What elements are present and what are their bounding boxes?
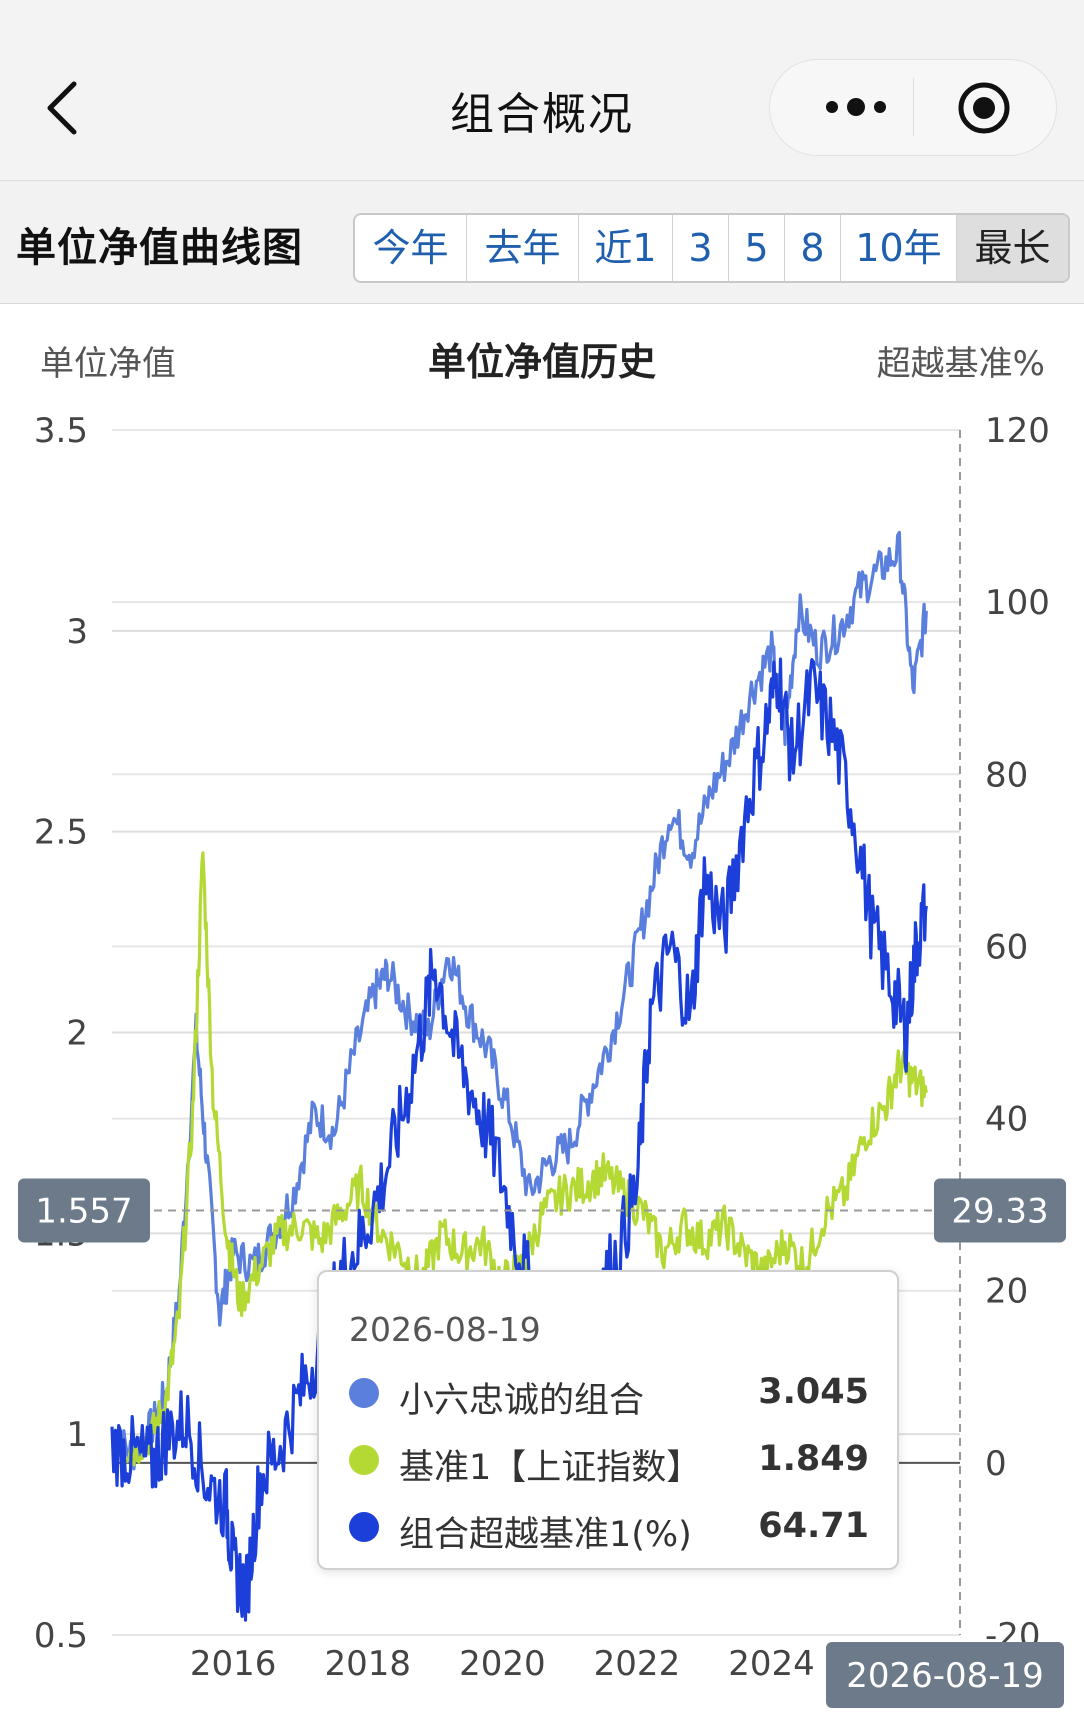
crosshair-y-label: 1.557	[35, 1191, 132, 1231]
range-1-year[interactable]: 近1	[579, 215, 673, 281]
tooltip-date: 2026-08-19	[349, 1310, 541, 1349]
back-icon[interactable]	[40, 78, 88, 138]
card-header: 单位净值曲线图 今年 去年 近1 3 5 8 10年 最长	[0, 181, 1084, 304]
series-dot-icon	[349, 1512, 379, 1542]
nav-bar: 组合概况	[0, 0, 1084, 180]
tooltip-series-name: 小六忠诚的组合	[399, 1381, 645, 1421]
page-title: 组合概况	[450, 89, 634, 140]
range-max[interactable]: 最长	[957, 215, 1068, 281]
tooltip-row-excess: 组合超越基准1(%) 64.71	[349, 1502, 869, 1555]
x-tick-label: 2024	[728, 1644, 815, 1684]
series-line-1	[111, 530, 928, 1471]
series-line-3	[110, 657, 928, 1622]
y2-axis-title: 超越基准%	[877, 344, 1045, 384]
close-target-icon[interactable]	[956, 80, 1012, 136]
range-5-year[interactable]: 5	[729, 215, 785, 281]
y2-tick-label: 60	[985, 927, 1028, 967]
x-tick-label: 2018	[324, 1644, 411, 1684]
x-tick-label: 2016	[190, 1644, 277, 1684]
tooltip-row-benchmark: 基准1【上证指数】 1.849	[349, 1435, 869, 1488]
crosshair-x-label: 2026-08-19	[846, 1656, 1044, 1696]
range-this-year[interactable]: 今年	[355, 215, 467, 281]
crosshair-x-label-bg	[826, 1642, 1064, 1708]
range-10-year[interactable]: 10年	[841, 215, 957, 281]
chart-tooltip: 2026-08-19 小六忠诚的组合 3.045 基准1【上证指数】 1.849…	[317, 1270, 899, 1570]
y-tick-label: 2.5	[34, 813, 88, 853]
crosshair-y2-label-bg	[934, 1178, 1066, 1243]
tooltip-series-value: 3.045	[758, 1372, 869, 1412]
nav-history-chart[interactable]: 单位净值单位净值历史超越基准%0.511.522.533.5-200204060…	[0, 180, 1084, 1720]
y-tick-label: 1	[66, 1415, 88, 1455]
y-axis-title: 单位净值	[40, 344, 176, 384]
series-dot-icon	[349, 1445, 379, 1475]
card-title: 单位净值曲线图	[16, 225, 303, 271]
range-last-year[interactable]: 去年	[467, 215, 579, 281]
crosshair-y2-label: 29.33	[951, 1191, 1048, 1231]
y2-tick-label: 80	[985, 755, 1028, 795]
y-tick-label: 3	[66, 612, 88, 652]
mini-program-capsule	[769, 59, 1057, 156]
y2-tick-label: 120	[985, 411, 1050, 451]
y-tick-label: 2	[66, 1014, 88, 1054]
y-tick-label: 0.5	[34, 1616, 88, 1656]
y2-tick-label: 0	[985, 1444, 1007, 1484]
range-selector: 今年 去年 近1 3 5 8 10年 最长	[353, 213, 1070, 283]
y2-tick-label: 40	[985, 1100, 1028, 1140]
x-tick-label: 2022	[594, 1644, 681, 1684]
y-tick-label: 3.5	[34, 411, 88, 451]
tooltip-row-portfolio: 小六忠诚的组合 3.045	[349, 1368, 869, 1421]
more-icon[interactable]	[800, 60, 910, 155]
tooltip-series-value: 1.849	[758, 1439, 869, 1479]
nav-chart-card: 单位净值曲线图 今年 去年 近1 3 5 8 10年 最长	[0, 180, 1084, 1721]
series-dot-icon	[349, 1378, 379, 1408]
range-3-year[interactable]: 3	[673, 215, 729, 281]
x-tick-label: 2020	[459, 1644, 546, 1684]
capsule-divider	[913, 78, 914, 136]
crosshair-y-label-bg	[18, 1178, 150, 1243]
range-8-year[interactable]: 8	[785, 215, 841, 281]
y2-tick-label: 100	[985, 583, 1050, 623]
y2-tick-label: 20	[985, 1272, 1028, 1312]
chart-title: 单位净值历史	[428, 340, 656, 384]
tooltip-series-value: 64.71	[758, 1506, 869, 1546]
tooltip-series-name: 组合超越基准1(%)	[399, 1515, 692, 1555]
tooltip-series-name: 基准1【上证指数】	[399, 1448, 702, 1488]
